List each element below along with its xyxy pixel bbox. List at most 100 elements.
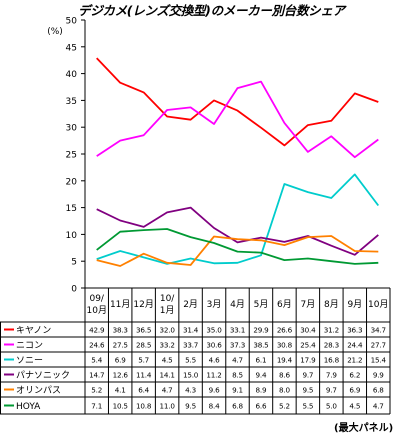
legend-label: オリンパス [16,385,61,396]
data-label: 5.5 [185,356,196,365]
data-label: 14.7 [89,371,104,380]
y-axis: 0 5 10 15 20 25 30 35 40 45 50(%) [47,17,86,295]
series-line [96,206,379,256]
data-label: 33.2 [160,341,175,350]
data-label: 33.1 [230,326,245,335]
data-label: 5.2 [279,402,290,411]
data-label: 8.4 [209,402,220,411]
legend-label: キヤノン [16,326,51,336]
data-label: 27.5 [113,341,128,350]
y-tick-label: 40 [66,70,78,80]
data-label: 32.0 [160,326,176,335]
data-label: 27.7 [371,341,386,350]
data-label: 8.0 [279,386,290,395]
data-label: 9.4 [256,371,267,380]
data-label: 10.5 [113,402,128,411]
data-label: 7.1 [91,402,102,411]
data-label: 16.8 [324,356,340,365]
data-label: 9.5 [302,386,313,395]
data-label: 29.9 [253,326,269,335]
data-label: 4.6 [209,356,220,365]
data-label: 30.6 [206,341,222,350]
y-tick-label: 15 [66,204,77,214]
data-label: 10.8 [136,402,152,411]
y-tick-label: 0 [71,285,77,295]
data-label: 8.9 [256,386,267,395]
chart-title: デジカメ(レンズ交換型)のメーカー別台数シェア [78,3,345,18]
data-label: 33.7 [183,341,198,350]
data-label: 5.5 [302,402,313,411]
data-label: 9.7 [326,386,337,395]
data-label: 6.8 [232,402,243,411]
data-label: 24.4 [347,341,363,350]
x-tick-label: 1月 [160,305,175,316]
data-label: 15.0 [183,371,199,380]
source-note: (最大パネル) [334,423,394,434]
data-label: 4.5 [162,356,173,365]
data-label: 21.2 [347,356,362,365]
data-label: 4.3 [185,386,196,395]
x-tick-label: 2月 [183,299,198,310]
data-label: 28.5 [136,341,151,350]
data-label: 9.1 [232,386,243,395]
data-label: 11.0 [160,402,176,411]
data-label: 9.6 [209,386,220,395]
x-tick-label: 12月 [133,299,153,310]
data-label: 6.4 [138,386,149,395]
data-label: 4.7 [373,402,384,411]
data-label: 17.9 [300,356,316,365]
data-label: 7.9 [326,371,337,380]
y-tick-label: 25 [66,151,77,161]
data-label: 15.4 [371,356,387,365]
x-tick-label: 5月 [254,299,269,310]
data-label: 37.3 [230,341,245,350]
y-tick-label: 30 [66,124,78,134]
data-label: 4.1 [115,386,126,395]
series-line [96,80,379,159]
data-label: 12.6 [113,371,129,380]
y-axis-unit: (%) [47,27,63,37]
data-label: 6.9 [115,356,126,365]
x-tick-label: 11月 [110,299,130,310]
x-tick-label: 10月 [368,299,388,310]
y-tick-label: 50 [66,17,78,27]
legend-label: パナソニック [16,370,70,381]
data-label: 36.5 [136,326,151,335]
legend-label: HOYA [16,402,41,412]
x-tick-label: 9月 [347,299,362,310]
x-tick-label: 09/ [89,294,104,304]
data-label: 5.7 [138,356,149,365]
data-label: 5.0 [326,402,337,411]
series-line [96,235,379,267]
data-label: 8.6 [279,371,290,380]
data-label: 6.8 [373,386,384,395]
data-label: 31.2 [324,326,339,335]
y-tick-label: 5 [71,258,77,268]
y-tick-label: 10 [66,231,78,241]
y-tick-label: 45 [66,43,77,53]
data-label: 14.1 [160,371,175,380]
x-tick-label: 10月 [87,305,107,316]
data-label: 8.5 [232,371,243,380]
data-label: 6.1 [256,356,267,365]
data-label: 6.9 [349,386,360,395]
data-label: 24.6 [89,341,105,350]
data-label: 26.6 [277,326,293,335]
data-label: 9.5 [185,402,196,411]
data-label: 30.8 [277,341,293,350]
x-tick-label: 6月 [277,299,292,310]
x-tick-label: 3月 [207,299,222,310]
data-label: 19.4 [277,356,293,365]
series-line [96,173,380,265]
data-label: 38.3 [113,326,128,335]
data-label: 28.3 [324,341,339,350]
x-tick-label: 8月 [324,299,339,310]
x-tick-label: 4月 [230,299,245,310]
x-tick-label: 7月 [301,299,316,310]
data-label: 4.7 [162,386,173,395]
data-label: 11.2 [206,371,221,380]
data-label: 25.4 [300,341,316,350]
legend-label: ニコン [16,341,43,351]
